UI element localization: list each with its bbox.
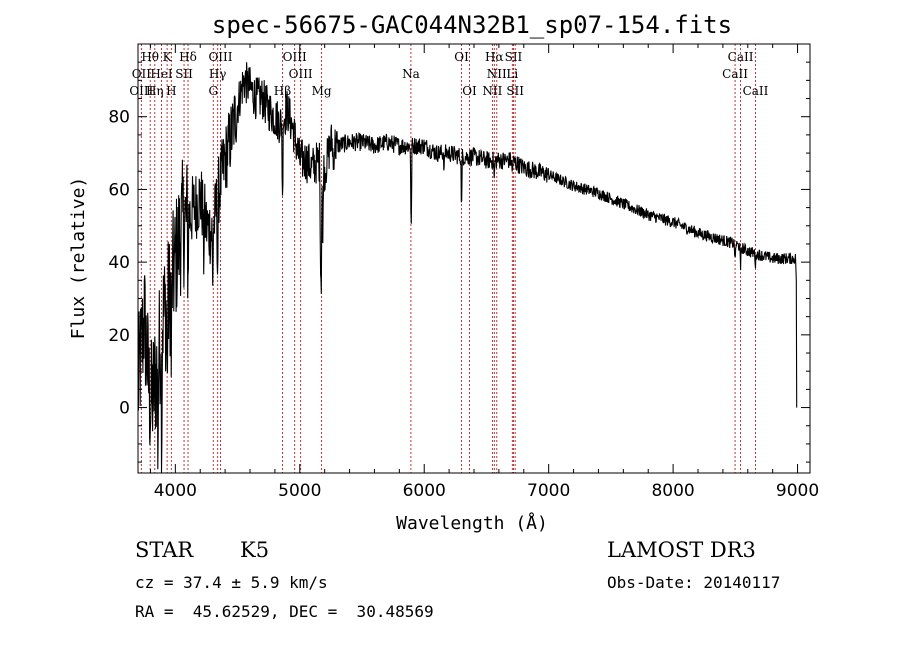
- spectral-line-label: Hη: [146, 84, 164, 98]
- spectral-line-label: Hδ: [179, 50, 197, 64]
- spectral-line-label: NII: [482, 84, 502, 98]
- x-axis-label: Wavelength (Å): [396, 512, 548, 534]
- x-tick-label: 5000: [278, 481, 321, 501]
- x-tick-label: 6000: [403, 481, 446, 501]
- observation-date: Obs-Date: 20140117: [607, 573, 781, 592]
- spectral-line-label: CaII: [722, 67, 748, 81]
- x-tick-label: 4000: [154, 481, 197, 501]
- y-tick-label: 20: [108, 326, 130, 346]
- spectral-line-label: OIII: [129, 84, 153, 98]
- spectral-line-label: OI: [462, 84, 477, 98]
- redshift-cz: cz = 37.4 ± 5.9 km/s: [135, 573, 328, 592]
- object-subclass: K5: [240, 538, 270, 562]
- y-tick-label: 0: [119, 399, 130, 419]
- spectrum-line: [137, 62, 798, 474]
- x-axis: 4000 5000 6000 7000 8000 9000: [149, 44, 819, 501]
- chart-title: spec-56675-GAC044N32B1_sp07-154.fits: [212, 11, 732, 39]
- spectral-line-label: Mg: [312, 84, 332, 98]
- y-axis-label: Flux (relative): [68, 177, 89, 340]
- spectral-line-label: OIII: [283, 50, 307, 64]
- spectral-line-label: CaII: [728, 50, 754, 64]
- spectral-line-label: Hα: [485, 50, 504, 64]
- spectral-line-label: Li: [506, 67, 518, 81]
- spectral-line-label: Na: [402, 67, 420, 81]
- object-class: STAR: [135, 538, 194, 562]
- survey-name: LAMOST DR3: [607, 538, 756, 562]
- sky-coordinates: RA = 45.62529, DEC = 30.48569: [135, 602, 434, 621]
- spectral-line-label: G: [208, 84, 218, 98]
- y-axis: 0 20 40 60 80: [108, 61, 810, 463]
- spectral-line-label: CaII: [743, 84, 769, 98]
- y-tick-label: 40: [108, 253, 130, 273]
- y-tick-label: 60: [108, 180, 130, 200]
- spectral-line-label: OI: [454, 50, 469, 64]
- y-tick-label: 80: [108, 108, 130, 128]
- spectral-line-markers: [140, 44, 756, 473]
- spectral-line-label: H: [166, 84, 176, 98]
- x-tick-label: 9000: [776, 481, 819, 501]
- spectral-line-label: K: [163, 50, 173, 64]
- spectral-line-label: OIII: [289, 67, 313, 81]
- spectral-line-label: OIII: [208, 50, 232, 64]
- spectral-line-label: OII: [132, 67, 152, 81]
- spectral-line-label: SII: [175, 67, 193, 81]
- spectral-line-label: SII: [506, 84, 524, 98]
- spectral-line-label: NII: [487, 67, 507, 81]
- spectral-line-label: HeI: [150, 67, 173, 81]
- spectral-line-label: Hγ: [209, 67, 227, 81]
- spectral-line-label: Hθ: [141, 50, 159, 64]
- spectral-line-label: SII: [505, 50, 523, 64]
- x-tick-label: 7000: [527, 481, 570, 501]
- x-tick-label: 8000: [651, 481, 694, 501]
- spectral-line-label: Hβ: [274, 84, 291, 98]
